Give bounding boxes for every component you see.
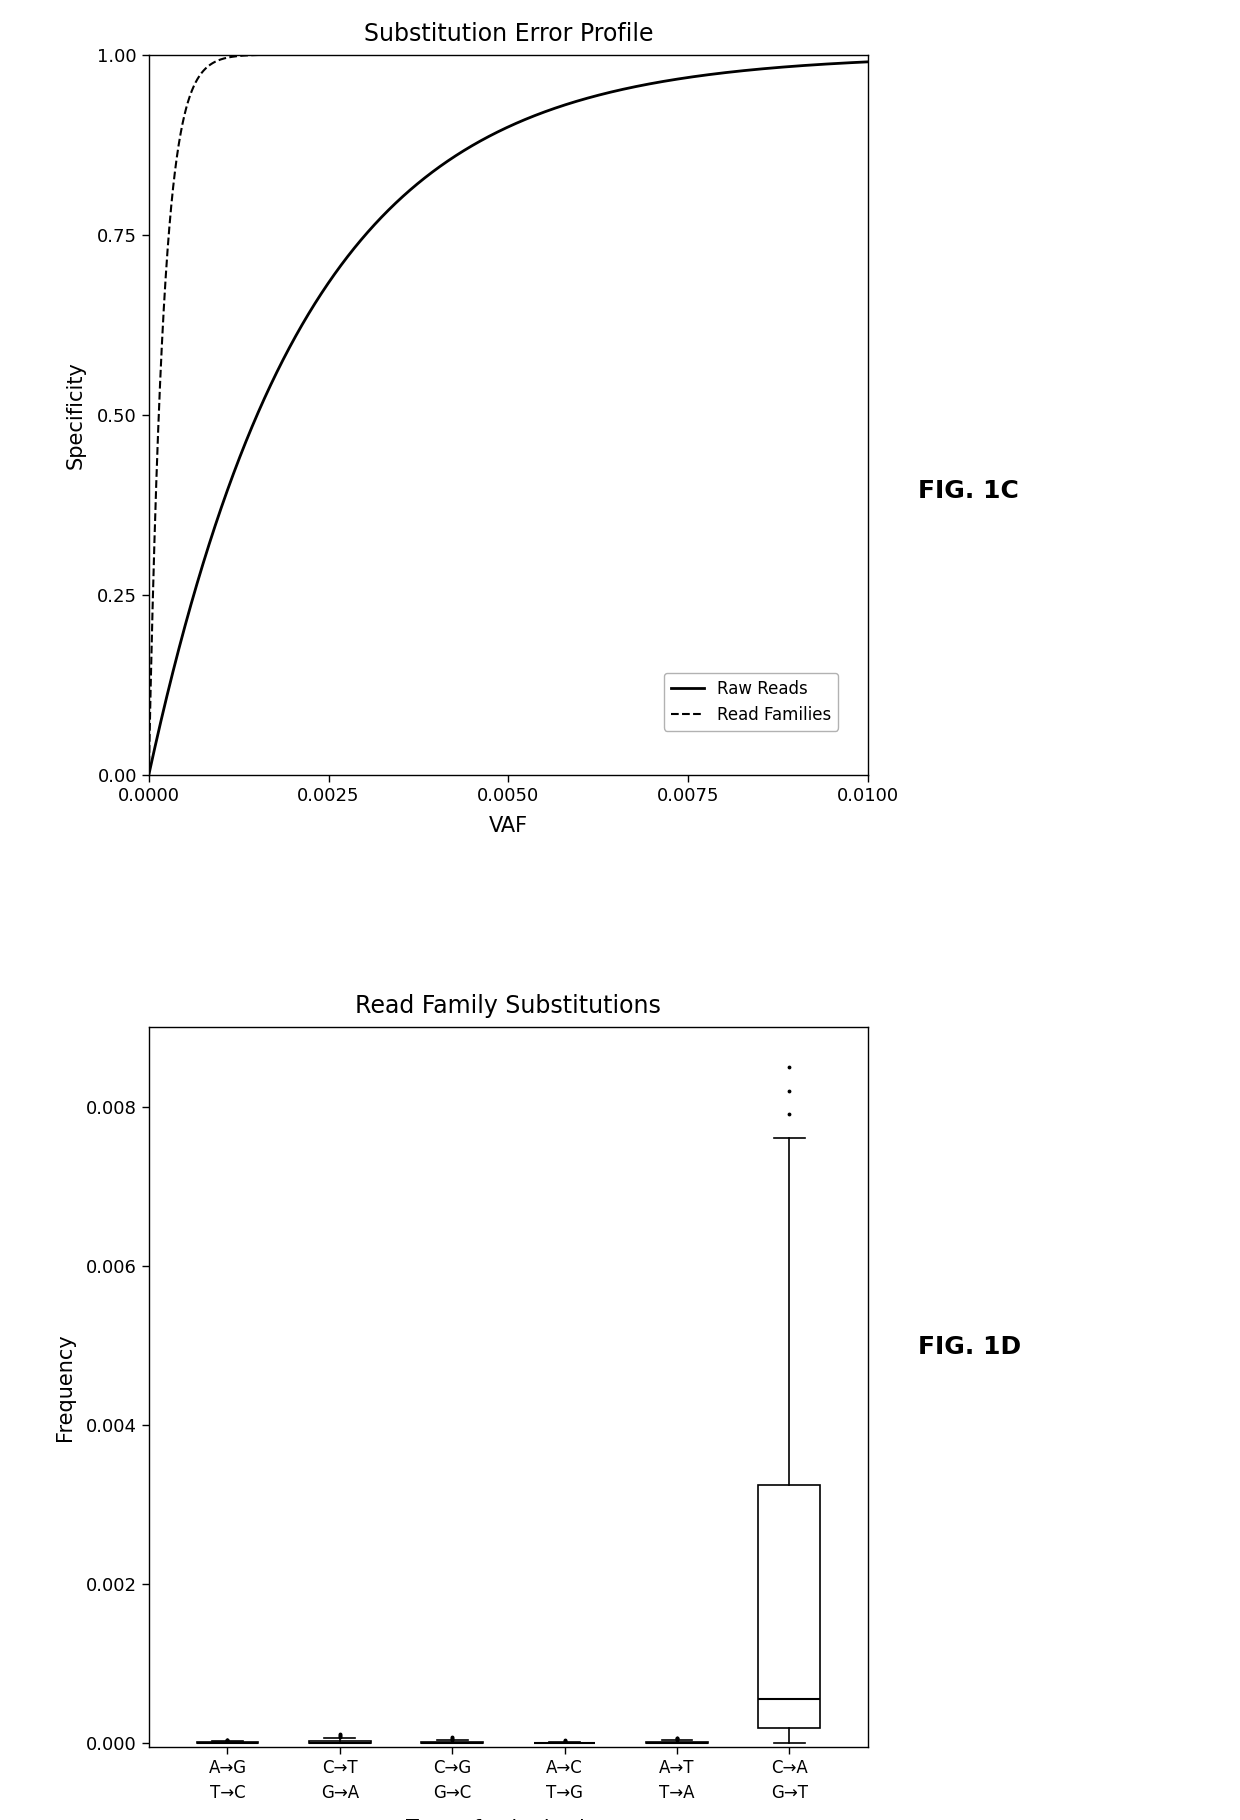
Raw Reads [861,51,875,73]
Read Families [678,44,693,66]
Raw Reads [733,60,748,82]
Title: Read Family Substitutions: Read Family Substitutions [356,994,661,1017]
Read Families [733,44,748,66]
Raw Reads [141,764,156,786]
Line: Raw Reads: Raw Reads [149,62,868,775]
Title: Substitution Error Profile: Substitution Error Profile [363,22,653,46]
Raw Reads [417,167,432,189]
Y-axis label: Frequency: Frequency [55,1334,74,1441]
PathPatch shape [309,1742,371,1744]
Raw Reads [609,80,624,102]
Read Families [609,44,624,66]
Read Families [141,764,156,786]
Legend: Raw Reads, Read Families: Raw Reads, Read Families [663,673,838,730]
Y-axis label: Specificity: Specificity [66,360,86,470]
Read Families [573,44,588,66]
Read Families [417,44,432,66]
Raw Reads [678,67,693,89]
Line: Read Families: Read Families [149,55,868,775]
PathPatch shape [759,1485,820,1729]
X-axis label: VAF: VAF [489,815,528,835]
Read Families [272,44,286,66]
Text: FIG. 1D: FIG. 1D [918,1334,1021,1360]
Text: FIG. 1C: FIG. 1C [918,479,1018,504]
Read Families [680,44,694,66]
Read Families [861,44,875,66]
Raw Reads [573,89,588,111]
Raw Reads [272,357,286,379]
